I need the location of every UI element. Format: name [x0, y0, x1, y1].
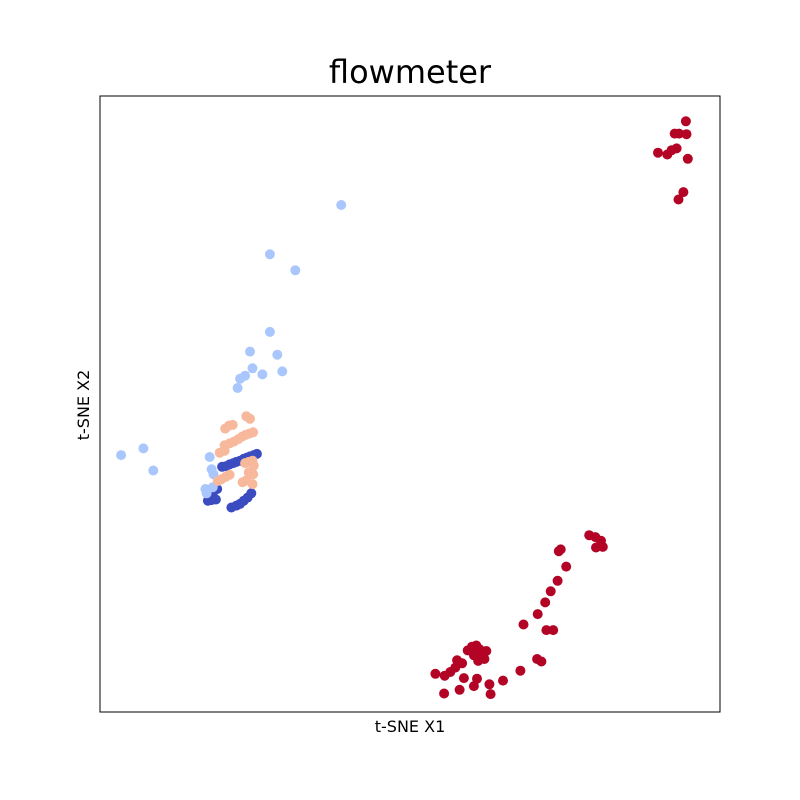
scatter-point: [536, 656, 547, 667]
scatter-point: [540, 597, 551, 608]
scatter-point: [484, 679, 495, 690]
scatter-point: [204, 452, 215, 462]
scatter-point: [545, 586, 556, 597]
scatter-point: [272, 349, 283, 360]
scatter-point: [555, 544, 566, 555]
plot-frame: [99, 95, 721, 713]
scatter-point: [681, 129, 692, 140]
scatter-point: [561, 561, 572, 572]
points-layer: [116, 116, 693, 700]
scatter-point: [457, 658, 468, 669]
scatter-point: [473, 655, 484, 666]
scatter-point: [247, 479, 258, 490]
scatter-point: [439, 670, 450, 681]
series-1: [116, 200, 347, 499]
scatter-point: [248, 427, 259, 438]
scatter-point: [245, 413, 255, 424]
scatter-point: [264, 326, 275, 337]
scatter-point: [200, 484, 211, 494]
scatter-point: [219, 445, 230, 456]
scatter-point: [227, 419, 238, 430]
scatter-point: [257, 369, 268, 380]
scatter-point: [245, 346, 255, 357]
x-axis-label: t-SNE X1: [375, 717, 446, 736]
scatter-point: [591, 542, 601, 553]
scatter-point: [430, 668, 441, 679]
series-3: [430, 116, 693, 700]
scatter-point: [336, 200, 347, 210]
scatter-point: [148, 465, 159, 476]
scatter-point: [240, 370, 251, 381]
scatter-point: [232, 383, 243, 393]
scatter-point: [682, 153, 693, 164]
scatter-point: [224, 469, 235, 480]
scatter-point: [673, 194, 684, 205]
scatter-point: [468, 681, 479, 692]
scatter-point: [210, 494, 221, 505]
scatter-point: [548, 625, 559, 636]
scatter-point: [116, 450, 127, 461]
scatter-point: [515, 665, 526, 676]
scatter-point: [674, 128, 685, 139]
scatter-point: [680, 116, 691, 127]
scatter-point: [264, 249, 275, 260]
scatter-point: [498, 675, 508, 686]
scatter-point: [532, 609, 543, 620]
scatter-point: [138, 443, 149, 454]
scatter-point: [248, 469, 259, 480]
scatter-point: [678, 187, 689, 198]
scatter-point: [671, 143, 682, 154]
scatter-point: [653, 147, 663, 158]
scatter-point: [246, 488, 257, 499]
scatter-point: [518, 619, 529, 630]
scatter-point: [247, 363, 258, 374]
scatter-point: [454, 684, 465, 695]
chart-title: flowmeter: [329, 53, 492, 91]
y-axis-label: t-SNE X2: [74, 370, 93, 441]
scatter-point: [277, 366, 288, 377]
series-2: [212, 411, 259, 490]
scatter-point: [458, 673, 469, 684]
scatter-point: [290, 265, 301, 276]
scatter-point: [439, 688, 450, 699]
scatter-point: [552, 575, 563, 586]
scatter-point: [485, 689, 496, 700]
